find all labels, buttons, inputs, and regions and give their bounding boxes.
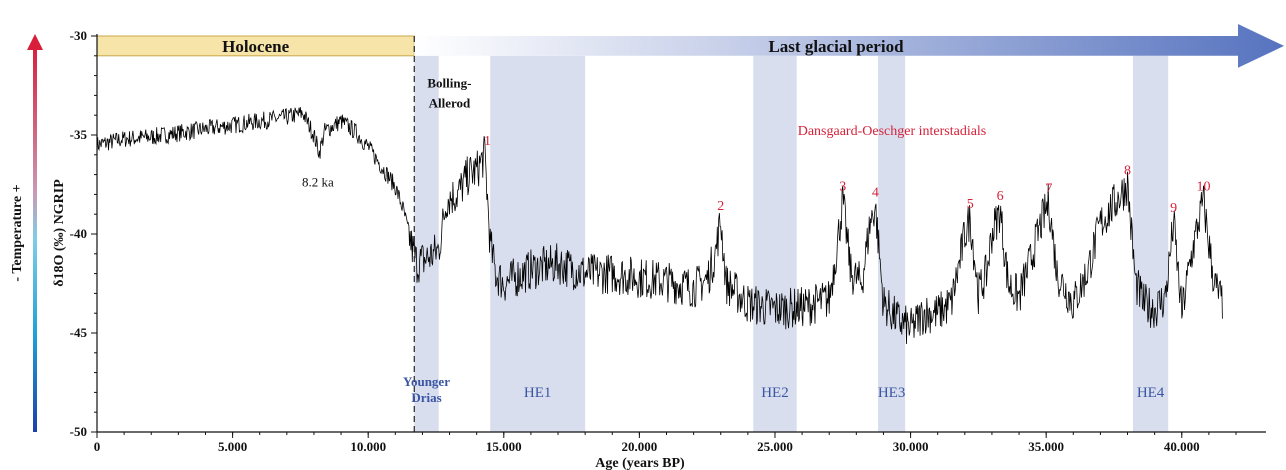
- cold-event-bands: [414, 56, 1168, 432]
- younger-dryas-label-line2: Drias: [411, 390, 441, 405]
- interstadial-label: 5: [967, 197, 974, 212]
- x-tick-label: 35.000: [1028, 439, 1064, 454]
- x-axis-title: Age (years BP): [595, 456, 685, 470]
- heinrich-event-label: HE1: [524, 385, 552, 401]
- heinrich-event-label: HE3: [878, 385, 906, 401]
- heinrich-event-label: HE2: [761, 385, 789, 401]
- x-tick-label: 20.000: [622, 439, 658, 454]
- y-tick-label: -30: [70, 28, 87, 43]
- bolling-allerod-label-line2: Allerod: [429, 95, 471, 110]
- bolling-allerod-label-line1: Bolling-: [427, 75, 471, 90]
- interstadial-label: 7: [1045, 181, 1052, 196]
- interstadial-label: 2: [717, 199, 724, 214]
- event-82ka-label: 8.2 ka: [302, 174, 334, 189]
- interstadial-label: 10: [1196, 179, 1210, 194]
- interstadial-label: 6: [997, 189, 1004, 204]
- x-tick-label: 30.000: [893, 439, 929, 454]
- do-interstadials-title: Dansgaard-Oeschger interstadials: [798, 124, 987, 139]
- y-tick-label: -45: [70, 325, 88, 340]
- interstadial-label: 4: [872, 185, 879, 200]
- series-line-layer: [97, 107, 1222, 344]
- x-tick-label: 5.000: [218, 439, 247, 454]
- interstadial-label: 3: [839, 179, 846, 194]
- cold-event-band: [490, 56, 585, 432]
- y-tick-label: -35: [70, 127, 88, 142]
- y-axis-title: δ18O (‰) NGRIP: [52, 179, 67, 287]
- period-header: Holocene Last glacial period: [97, 24, 1284, 68]
- y-tick-label: -50: [70, 424, 87, 439]
- temperature-arrow: [27, 34, 43, 432]
- cold-event-band: [878, 56, 905, 432]
- x-tick-label: 0: [94, 439, 101, 454]
- cold-event-band: [753, 56, 796, 432]
- glacial-label: Last glacial period: [768, 37, 904, 56]
- younger-dryas-label-line1: Younger: [403, 374, 450, 389]
- interstadial-label: 9: [1170, 201, 1177, 216]
- x-tick-label: 25.000: [757, 439, 793, 454]
- x-tick-label: 40.000: [1164, 439, 1200, 454]
- cold-event-band: [1133, 56, 1168, 432]
- x-tick-label: 15.000: [486, 439, 522, 454]
- axes: -30 -35 -40 -45 -50 0 5.000 10.000 15.000 20.000 2…: [70, 28, 1266, 454]
- heinrich-event-label: HE4: [1137, 385, 1165, 401]
- y-tick-label: -40: [70, 226, 87, 241]
- temperature-label: - Temperature +: [10, 184, 25, 281]
- interstadial-label: 8: [1124, 164, 1131, 179]
- interstadial-label: 1: [484, 134, 491, 149]
- holocene-label: Holocene: [222, 37, 289, 56]
- x-tick-label: 10.000: [350, 439, 386, 454]
- ngrip-series-line: [97, 107, 1222, 344]
